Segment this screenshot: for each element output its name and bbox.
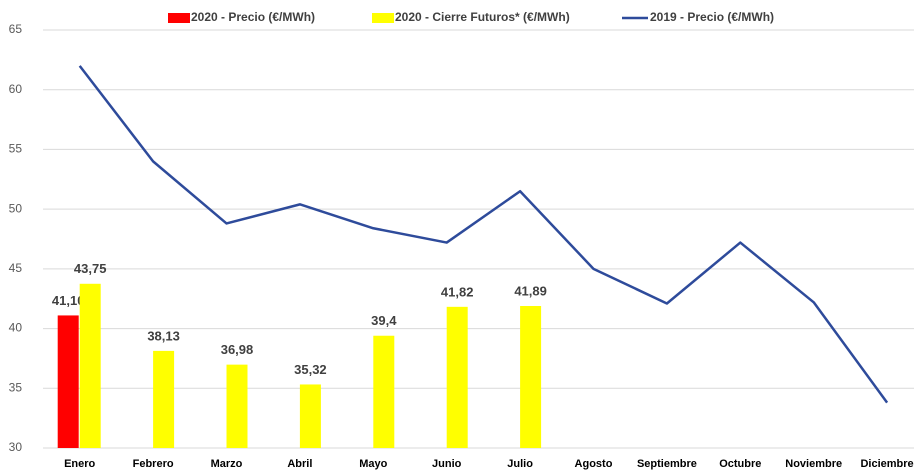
y-tick-label: 45: [9, 261, 23, 275]
y-tick-label: 65: [9, 22, 23, 36]
y-tick-label: 35: [9, 380, 23, 394]
x-tick-label: Noviembre: [785, 458, 842, 470]
x-tick-label: Octubre: [719, 458, 761, 470]
bar: [79, 283, 101, 448]
y-tick-label: 30: [9, 440, 23, 454]
legend-swatch: [168, 13, 190, 23]
x-tick-label: Diciembre: [860, 458, 913, 470]
x-tick-label: Junio: [432, 458, 462, 470]
data-label: 35,32: [294, 362, 327, 377]
data-label: 41,82: [441, 284, 474, 299]
data-label: 41,89: [514, 283, 547, 298]
bar: [299, 384, 321, 448]
bar: [226, 364, 248, 448]
line: [78, 65, 889, 404]
y-tick-label: 50: [9, 201, 23, 215]
x-tick-label: Septiembre: [637, 458, 697, 470]
x-tick-label: Mayo: [359, 458, 387, 470]
x-tick-label: Marzo: [211, 458, 243, 470]
legend-swatch: [372, 13, 394, 23]
x-tick-label: Julio: [507, 458, 533, 470]
legend-label: 2019 - Precio (€/MWh): [650, 10, 774, 24]
bar: [446, 306, 468, 448]
data-label: 38,13: [147, 328, 180, 343]
data-label: 41,10: [52, 293, 85, 308]
x-tick-label: Abril: [287, 458, 312, 470]
y-tick-label: 40: [9, 321, 23, 335]
y-tick-label: 60: [9, 82, 23, 96]
bar: [373, 335, 395, 448]
y-tick-label: 55: [9, 142, 23, 156]
data-label: 43,75: [74, 261, 107, 276]
legend-label: 2020 - Precio (€/MWh): [191, 10, 315, 24]
legend-label: 2020 - Cierre Futuros* (€/MWh): [395, 10, 570, 24]
data-label: 36,98: [221, 342, 254, 357]
bar: [57, 315, 79, 448]
x-tick-label: Enero: [64, 458, 95, 470]
x-tick-label: Febrero: [133, 458, 174, 470]
bar: [520, 305, 542, 448]
x-tick-label: Agosto: [575, 458, 613, 470]
bar: [153, 350, 175, 448]
data-label: 39,4: [371, 313, 397, 328]
